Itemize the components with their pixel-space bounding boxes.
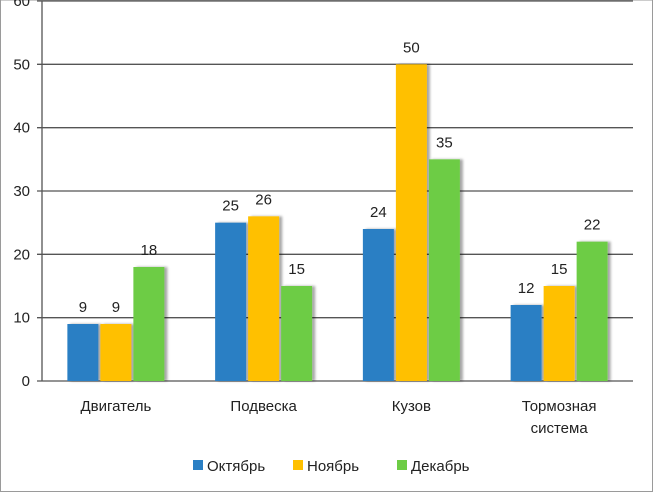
legend-label: Декабрь [411, 458, 470, 475]
legend-label: Ноябрь [307, 458, 359, 475]
data-label: 35 [436, 134, 453, 151]
bar-Декабрь-3 [576, 241, 608, 381]
bar-Ноябрь-3 [543, 286, 575, 381]
legend-swatch-0 [193, 460, 203, 470]
data-labels: 9 9 18 25 26 15 24 50 35 12 15 22 [79, 39, 601, 316]
x-axis-categories: Двигатель Подвеска Кузов Тормозная система [80, 398, 596, 437]
data-label: 9 [79, 299, 87, 316]
bar-Ноябрь-2 [395, 64, 427, 381]
legend-swatch-2 [397, 460, 407, 470]
data-label: 50 [403, 39, 420, 56]
bar-Декабрь-2 [428, 159, 460, 381]
data-label: 15 [288, 261, 305, 278]
data-label: 22 [584, 217, 601, 234]
y-tick-label: 0 [22, 373, 30, 390]
bar-Декабрь-1 [281, 286, 313, 381]
data-label: 9 [112, 299, 120, 316]
x-category-label: Кузов [392, 398, 431, 415]
x-category-label: Подвеска [230, 398, 297, 415]
data-label: 25 [222, 198, 239, 215]
bar-Октябрь-3 [510, 305, 542, 381]
legend: Октябрь Ноябрь Декабрь [193, 458, 470, 475]
bar-Ноябрь-1 [248, 216, 280, 381]
data-label: 15 [551, 261, 568, 278]
data-label: 26 [255, 191, 272, 208]
data-label: 24 [370, 204, 387, 221]
y-tick-label: 30 [13, 183, 30, 200]
bar-Октябрь-2 [362, 229, 394, 381]
bar-Октябрь-1 [215, 222, 247, 381]
data-label: 12 [518, 280, 535, 297]
y-axis-ticks: 0 10 20 30 40 50 60 [13, 0, 30, 390]
bar-Ноябрь-0 [100, 324, 132, 381]
legend-swatch-1 [293, 460, 303, 470]
x-category-label: Двигатель [80, 398, 151, 415]
bars [67, 64, 608, 381]
y-tick-label: 50 [13, 56, 30, 73]
legend-label: Октябрь [207, 458, 265, 475]
bar-Октябрь-0 [67, 324, 99, 381]
y-tick-label: 20 [13, 246, 30, 263]
y-tick-label: 60 [13, 0, 30, 10]
data-label: 18 [141, 242, 158, 259]
y-tick-label: 10 [13, 310, 30, 327]
y-tick-label: 40 [13, 120, 30, 137]
x-category-label: Тормозная [522, 398, 597, 415]
bar-Декабрь-0 [133, 267, 165, 381]
x-category-label: система [531, 420, 589, 437]
